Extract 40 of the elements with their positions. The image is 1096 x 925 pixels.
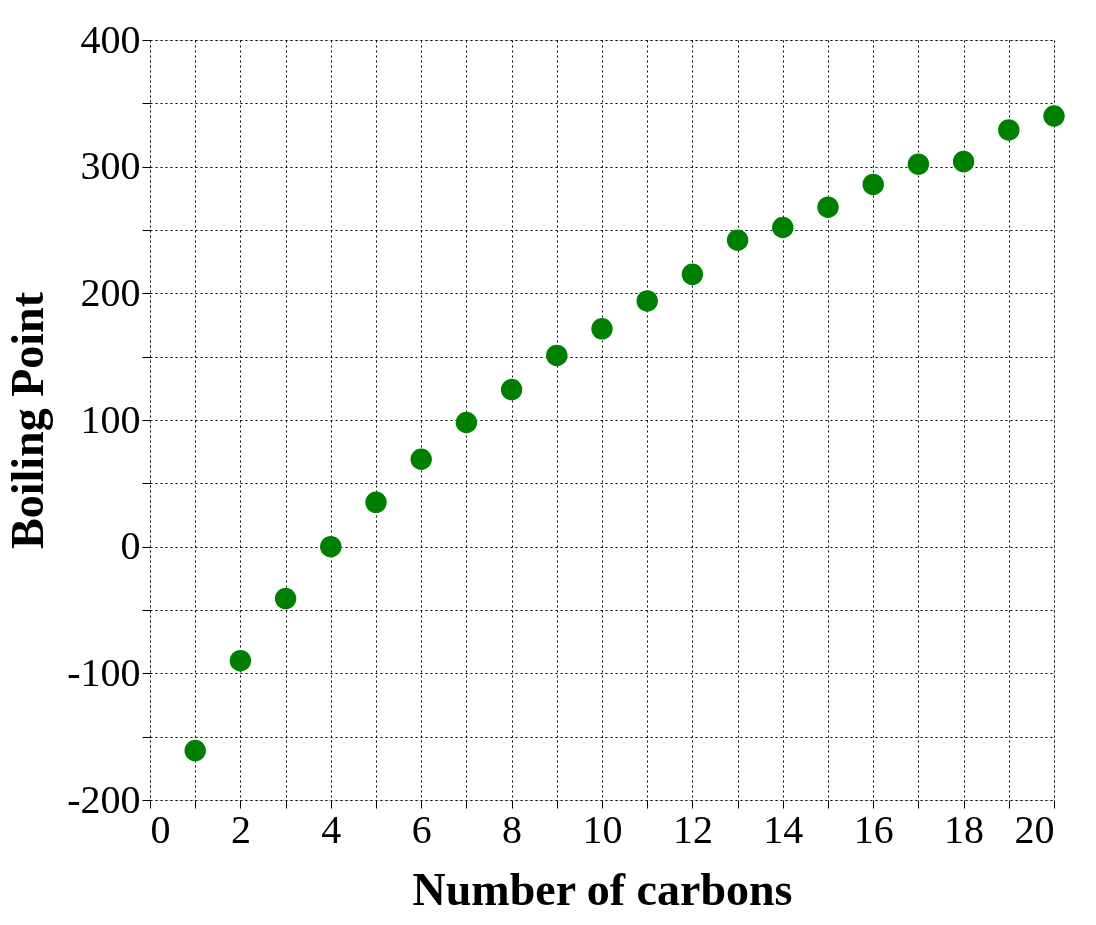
point bbox=[636, 290, 658, 312]
y-tick-label: 400 bbox=[80, 16, 141, 62]
y-tick-label: -200 bbox=[67, 776, 141, 822]
x-tick-label: 8 bbox=[502, 806, 523, 852]
point bbox=[862, 173, 884, 196]
point bbox=[184, 739, 206, 762]
point bbox=[998, 119, 1020, 141]
point bbox=[952, 150, 975, 173]
point bbox=[455, 411, 478, 434]
point bbox=[817, 196, 839, 218]
x-axis-title: Number of carbons bbox=[412, 863, 793, 915]
x-tick-label: 18 bbox=[944, 806, 985, 852]
x-tick-label: 20 bbox=[1014, 806, 1055, 852]
point bbox=[591, 318, 613, 340]
point bbox=[772, 216, 794, 239]
x-tick-label: 12 bbox=[672, 806, 713, 852]
x-tick-label: 10 bbox=[582, 806, 623, 852]
point bbox=[274, 587, 297, 610]
x-tick-label: 2 bbox=[230, 806, 251, 852]
y-axis-title: Boiling Point bbox=[2, 291, 54, 549]
x-tick-label: 4 bbox=[321, 806, 342, 852]
point bbox=[229, 649, 252, 672]
point bbox=[365, 491, 387, 514]
y-tick-label: 300 bbox=[80, 143, 141, 189]
point bbox=[410, 448, 432, 470]
y-tick-label: 200 bbox=[80, 269, 141, 315]
y-tick-label: 100 bbox=[80, 396, 141, 442]
x-tick-label: 0 bbox=[150, 806, 171, 852]
point bbox=[500, 378, 523, 401]
y-tick-label: 0 bbox=[120, 523, 141, 569]
point bbox=[681, 263, 704, 286]
point bbox=[726, 229, 749, 251]
x-tick-label: 16 bbox=[853, 806, 894, 852]
y-tick-label: -100 bbox=[67, 649, 141, 695]
x-tick-label: 14 bbox=[763, 806, 804, 852]
x-tick-label: 6 bbox=[411, 806, 432, 852]
point bbox=[907, 153, 930, 175]
point bbox=[320, 535, 342, 558]
point bbox=[546, 344, 568, 367]
point bbox=[1043, 105, 1065, 127]
